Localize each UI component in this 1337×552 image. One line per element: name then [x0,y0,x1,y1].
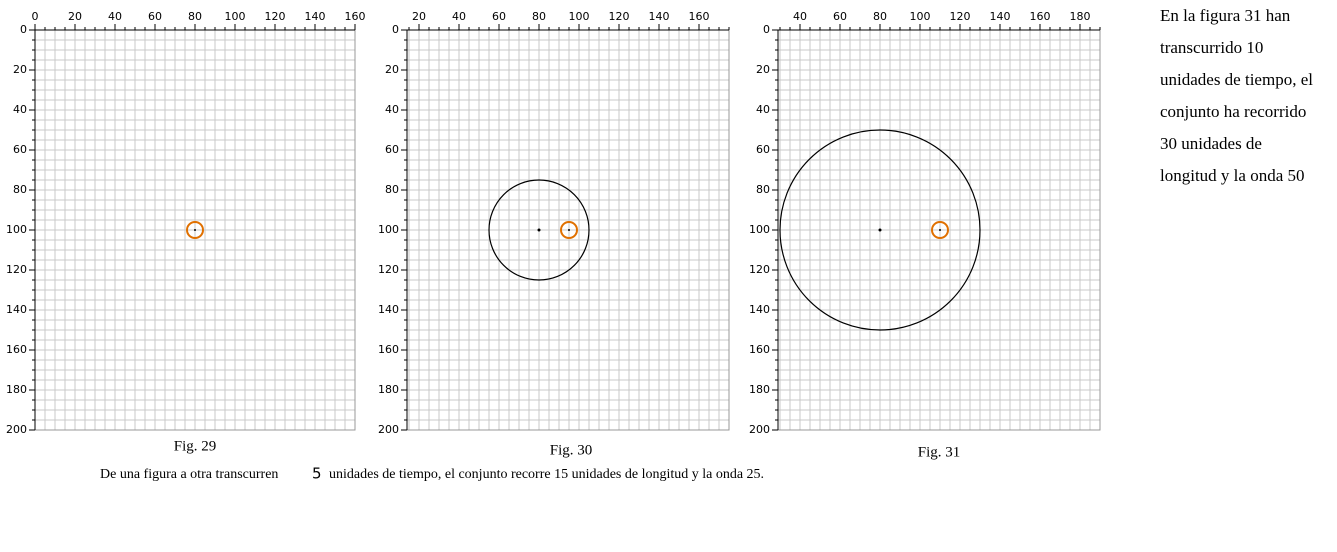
footnote-end: unidades de tiempo, el conjunto recorre … [329,467,764,482]
y-tick-label: 180 [6,383,27,396]
x-tick-label: 100 [225,10,246,23]
x-tick-label: 180 [1070,10,1091,23]
x-tick-label: 80 [188,10,202,23]
x-tick-label: 40 [108,10,122,23]
x-tick-label: 0 [32,10,39,23]
y-tick-label: 100 [6,223,27,236]
y-tick-label: 40 [13,103,27,116]
source [560,221,578,239]
y-tick-label: 120 [749,263,770,276]
y-tick-label: 0 [392,23,399,36]
y-tick-label: 140 [6,303,27,316]
y-tick-label: 20 [13,63,27,76]
x-tick-label: 100 [910,10,931,23]
x-tick-label: 120 [609,10,630,23]
x-tick-label: 120 [950,10,971,23]
source [186,221,204,239]
y-tick-label: 200 [6,423,27,436]
x-tick-label: 140 [649,10,670,23]
x-tick-label: 40 [452,10,466,23]
source-center [568,229,570,231]
y-tick-label: 160 [6,343,27,356]
y-tick-label: 140 [378,303,399,316]
wave-front [488,179,590,281]
wave-origin [537,228,541,232]
y-tick-label: 20 [756,63,770,76]
x-tick-label: 160 [345,10,366,23]
caption: Fig. 29 [174,438,217,454]
x-tick-label: 60 [148,10,162,23]
y-tick-label: 60 [756,143,770,156]
side-text-line: 30 unidades de [1160,134,1262,153]
x-tick-label: 80 [532,10,546,23]
y-tick-label: 140 [749,303,770,316]
side-text-line: conjunto ha recorrido [1160,102,1306,121]
wave-front [779,129,981,331]
x-tick-label: 20 [68,10,82,23]
y-tick-label: 0 [20,23,27,36]
y-tick-label: 80 [756,183,770,196]
x-tick-label: 120 [265,10,286,23]
source-center [194,229,196,231]
x-tick-label: 60 [492,10,506,23]
footnote-number: 5 [312,465,322,483]
side-text-line: transcurrido 10 [1160,38,1263,57]
wave-origin [878,228,882,232]
y-tick-label: 200 [378,423,399,436]
y-tick-label: 80 [13,183,27,196]
y-tick-label: 120 [378,263,399,276]
x-tick-label: 140 [990,10,1011,23]
x-tick-label: 80 [873,10,887,23]
x-tick-label: 100 [569,10,590,23]
side-text-line: En la figura 31 han [1160,6,1291,25]
y-tick-label: 40 [756,103,770,116]
footnote-start: De una figura a otra transcurren [100,467,278,482]
x-tick-label: 140 [305,10,326,23]
y-tick-label: 20 [385,63,399,76]
y-tick-label: 180 [749,383,770,396]
y-tick-label: 60 [13,143,27,156]
x-tick-label: 40 [793,10,807,23]
y-tick-label: 120 [6,263,27,276]
source [931,221,949,239]
y-tick-label: 40 [385,103,399,116]
y-tick-label: 80 [385,183,399,196]
caption: Fig. 30 [550,442,593,458]
caption: Fig. 31 [918,444,961,460]
source-center [939,229,941,231]
x-tick-label: 160 [689,10,710,23]
y-tick-label: 60 [385,143,399,156]
y-tick-label: 160 [749,343,770,356]
side-text-line: unidades de tiempo, el [1160,70,1313,89]
x-tick-label: 160 [1030,10,1051,23]
y-tick-label: 0 [763,23,770,36]
y-tick-label: 180 [378,383,399,396]
y-tick-label: 200 [749,423,770,436]
x-tick-label: 60 [833,10,847,23]
x-tick-label: 20 [412,10,426,23]
side-text-line: longitud y la onda 50 [1160,166,1304,185]
y-tick-label: 160 [378,343,399,356]
y-tick-label: 100 [749,223,770,236]
y-tick-label: 100 [378,223,399,236]
